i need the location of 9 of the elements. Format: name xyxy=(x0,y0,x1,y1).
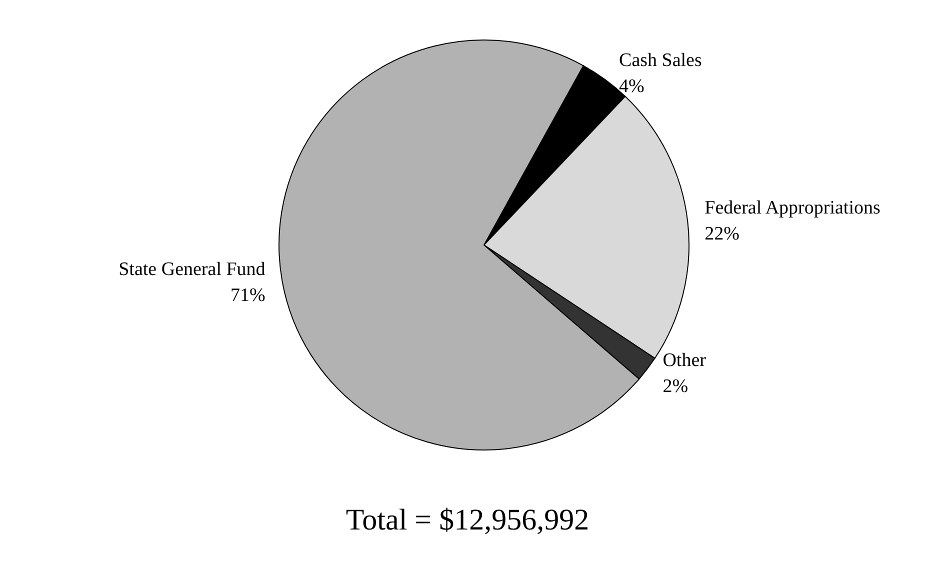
text: Total = $12,956,992 xyxy=(346,504,590,536)
slice-label: Other xyxy=(662,350,707,372)
data-label: 71% xyxy=(230,284,266,306)
data-label: 22% xyxy=(704,224,740,245)
slice-label: Cash Sales xyxy=(619,50,702,71)
data-label: 4% xyxy=(619,76,645,97)
slice-label: State General Fund xyxy=(118,258,266,280)
slice-label: Federal Appropriations xyxy=(704,198,880,219)
data-label: 2% xyxy=(662,376,688,398)
